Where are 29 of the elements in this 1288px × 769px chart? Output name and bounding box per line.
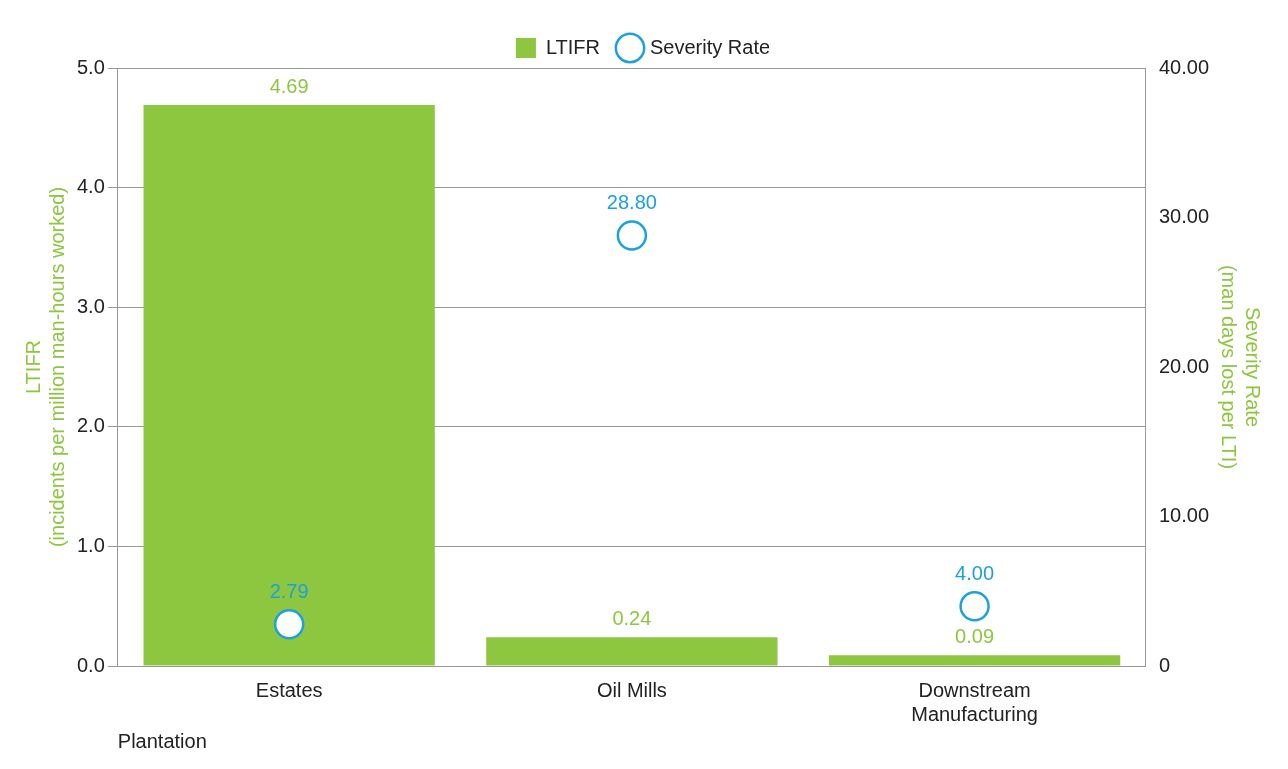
data-label: 2.79: [269, 579, 309, 602]
y-tick-label: 4.0: [76, 175, 105, 198]
data-label: 0.09: [955, 624, 995, 647]
y-tick-label: 3.0: [76, 294, 105, 317]
y2-tick-label: 20.00: [1158, 354, 1210, 377]
y2-tick-label: 0: [1158, 653, 1171, 676]
y2-tick-label: 30.00: [1158, 205, 1210, 228]
point: [273, 609, 305, 640]
legend-label: LTIFR: [545, 35, 601, 58]
y-tick-label: 5.0: [76, 55, 105, 78]
x-axis-title: Plantation: [117, 729, 207, 752]
y-tick-label: 0.0: [76, 653, 105, 676]
bar: [486, 637, 778, 666]
bar: [143, 105, 435, 666]
legend-label: Severity Rate: [650, 35, 771, 58]
x-tick-label: Estates: [255, 678, 323, 701]
x-tick-label: Downstream Manufacturing: [911, 678, 1038, 725]
data-label: 28.80: [606, 190, 657, 213]
data-label: 4.00: [955, 561, 995, 584]
y2-tick-label: 10.00: [1158, 504, 1210, 527]
y2-tick-label: 40.00: [1158, 55, 1210, 78]
bar: [828, 655, 1121, 666]
x-tick-label: Oil Mills: [596, 678, 667, 701]
y2-axis-title: Severity Rate (man days lost per LTI): [1218, 264, 1265, 470]
data-label: 4.69: [269, 74, 309, 97]
data-label: 0.24: [612, 606, 652, 629]
y-tick-label: 1.0: [76, 533, 105, 556]
y-tick-label: 2.0: [76, 414, 105, 437]
y-axis-title: LTIFR (incidents per million man-hours worked): [21, 186, 68, 548]
